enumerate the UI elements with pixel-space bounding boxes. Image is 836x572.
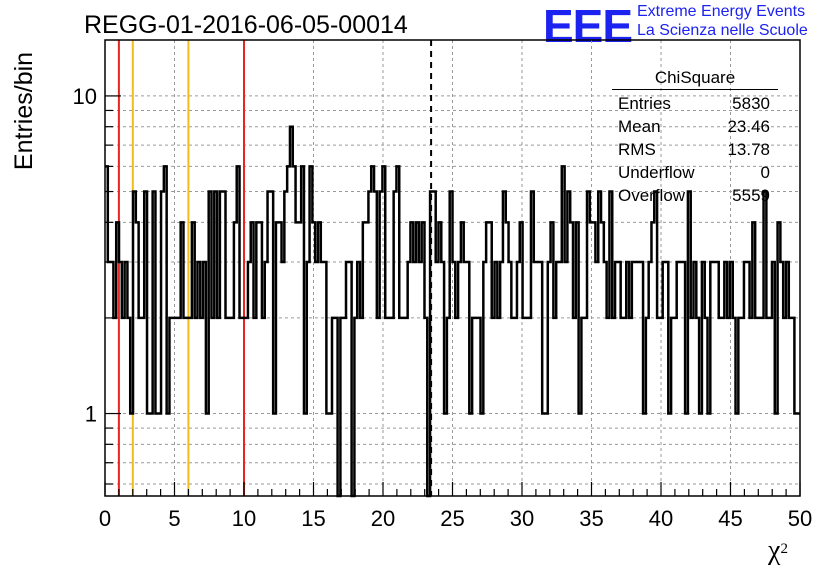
stats-value: 23.46 — [727, 117, 770, 136]
stats-row-entries: Entries 5830 — [612, 92, 778, 115]
plot-frame — [104, 39, 801, 497]
x-tick-label: 35 — [579, 506, 603, 531]
stats-row-overflow: Overflow 5559 — [612, 184, 778, 207]
x-axis-label: χ2 — [768, 536, 788, 566]
x-tick-label: 45 — [718, 506, 742, 531]
stats-label: Overflow — [618, 186, 686, 205]
stats-title: ChiSquare — [612, 67, 778, 90]
y-tick-label: 1 — [85, 402, 97, 427]
stats-label: Mean — [618, 117, 661, 136]
stats-row-rms: RMS 13.78 — [612, 138, 778, 161]
x-axis-label-superscript: 2 — [780, 541, 788, 557]
logo-text-line1: Extreme Energy Events — [637, 3, 806, 20]
stats-value: 5559 — [732, 186, 770, 205]
stats-value: 13.78 — [727, 140, 770, 159]
stats-label: RMS — [618, 140, 656, 159]
axes: 0 5 10 15 20 25 30 35 40 45 50 1 10 — [73, 84, 813, 531]
x-tick-label: 5 — [168, 506, 180, 531]
stats-label: Underflow — [618, 163, 695, 182]
stats-label: Entries — [618, 94, 671, 113]
x-axis-label-base: χ — [768, 535, 781, 566]
x-tick-label: 10 — [232, 506, 256, 531]
stats-box: ChiSquare Entries 5830 Mean 23.46 RMS 13.78 Un… — [612, 67, 778, 207]
stats-rows: Entries 5830 Mean 23.46 RMS 13.78 Underflow 0 Ov… — [612, 92, 778, 207]
x-tick-label: 20 — [371, 506, 395, 531]
stats-value: 0 — [760, 163, 770, 182]
stats-value: 5830 — [732, 94, 770, 113]
stats-row-mean: Mean 23.46 — [612, 115, 778, 138]
x-tick-label: 0 — [99, 506, 111, 531]
x-tick-label: 30 — [510, 506, 534, 531]
logo-text-line2: La Scienza nelle Scuole — [637, 22, 808, 39]
stats-row-underflow: Underflow 0 — [612, 161, 778, 184]
x-tick-label: 50 — [788, 506, 812, 531]
y-tick-label: 10 — [73, 84, 97, 109]
x-tick-label: 40 — [649, 506, 673, 531]
chart-title: REGG-01-2016-06-05-00014 — [84, 11, 408, 39]
eee-logo: EEE — [543, 0, 633, 52]
x-tick-label: 25 — [440, 506, 464, 531]
histogram-line — [105, 125, 800, 498]
x-tick-label: 15 — [301, 506, 325, 531]
